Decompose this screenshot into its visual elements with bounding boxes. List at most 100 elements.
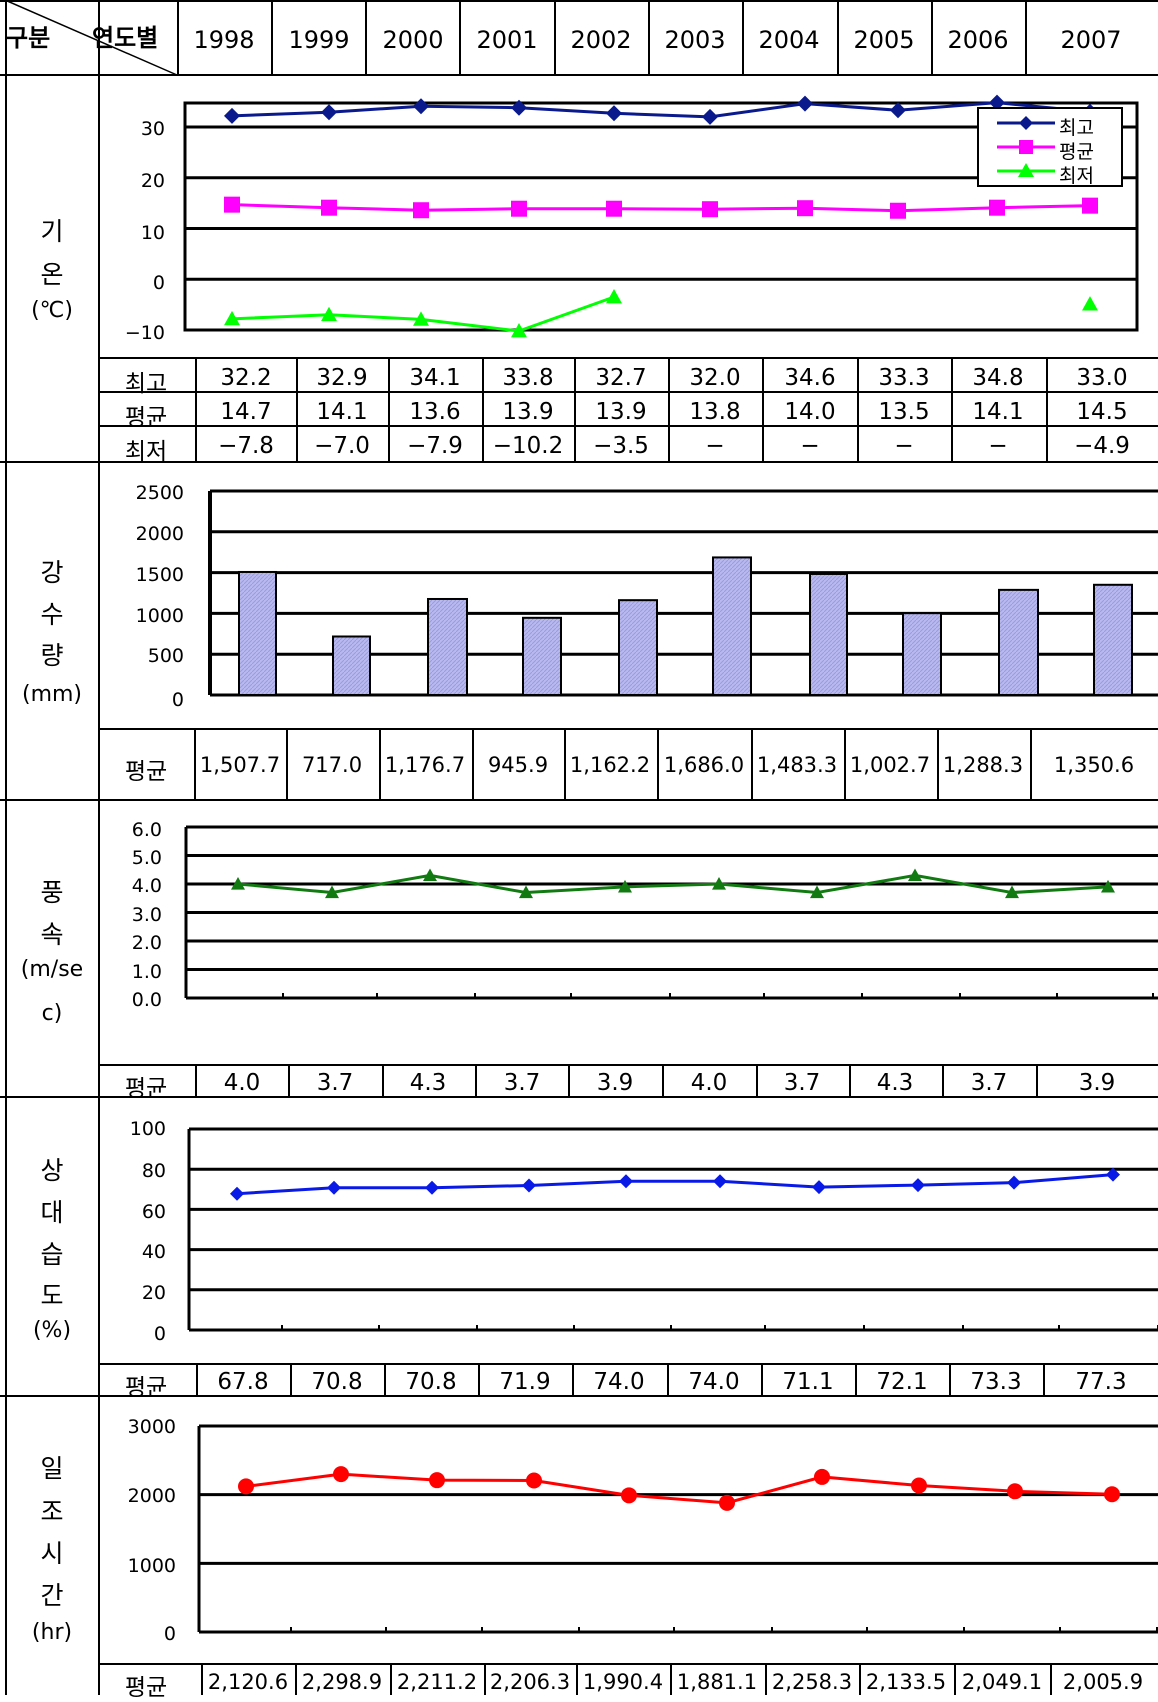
year-header: 2004 xyxy=(758,26,820,54)
table-cell: 70.8 xyxy=(311,1369,363,1395)
category-char: 시 xyxy=(40,1539,64,1568)
table-cell: −7.8 xyxy=(218,433,274,459)
category-unit: (mm) xyxy=(21,682,83,707)
y-tick-label: 6.0 xyxy=(131,819,162,841)
y-tick-label: 60 xyxy=(141,1201,166,1223)
y-tick-label: 1.0 xyxy=(131,961,162,983)
table-cell: 2,211.2 xyxy=(396,1670,478,1694)
data-point xyxy=(321,306,337,322)
table-cell: 945.9 xyxy=(487,753,549,777)
row-label: 최저 xyxy=(124,439,168,465)
legend-label: 최고 xyxy=(1059,117,1094,139)
y-tick-label: 80 xyxy=(141,1160,166,1182)
table-cell: 33.0 xyxy=(1076,365,1128,391)
data-point xyxy=(1106,1167,1120,1182)
table-cell: 14.1 xyxy=(972,399,1024,425)
table-cell: 1,350.6 xyxy=(1053,753,1135,777)
table-cell: 717.0 xyxy=(301,753,363,777)
table-cell: 4.0 xyxy=(690,1070,728,1096)
y-tick-label: 1000 xyxy=(135,605,184,627)
data-point xyxy=(327,1180,341,1195)
category-unit: (%) xyxy=(32,1318,72,1343)
table-cell: 3.9 xyxy=(596,1070,634,1096)
row-label: 최고 xyxy=(124,371,168,397)
corner-label-year: 연도별 xyxy=(92,24,159,52)
legend-label: 최저 xyxy=(1059,165,1094,187)
table-cell: −7.9 xyxy=(407,433,463,459)
table-cell: − xyxy=(894,433,914,459)
data-point xyxy=(989,94,1005,111)
data-point xyxy=(810,885,824,899)
table-cell: 2,049.1 xyxy=(961,1670,1043,1694)
data-point xyxy=(321,199,337,216)
table-cell: 34.6 xyxy=(784,365,836,391)
table-cell: 32.2 xyxy=(220,365,272,391)
table-cell: 33.3 xyxy=(878,365,930,391)
table-cell: 74.0 xyxy=(593,1369,645,1395)
data-point xyxy=(333,1466,349,1483)
table-cell: 1,002.7 xyxy=(849,753,931,777)
table-cell: 1,162.2 xyxy=(569,753,651,777)
table-cell: 13.6 xyxy=(409,399,461,425)
y-tick-label: 0 xyxy=(163,1623,176,1645)
data-point xyxy=(425,1180,439,1195)
data-point xyxy=(712,877,726,890)
data-point xyxy=(890,202,906,219)
table-cell: 67.8 xyxy=(217,1369,269,1395)
table-cell: 2,298.9 xyxy=(301,1670,383,1694)
table-cell: 32.9 xyxy=(316,365,368,391)
table-cell: 1,176.7 xyxy=(384,753,466,777)
table-cell: 73.3 xyxy=(970,1369,1022,1395)
table-cell: 13.5 xyxy=(878,399,930,425)
table-cell: 71.9 xyxy=(499,1369,551,1395)
data-point xyxy=(911,1477,927,1494)
table-cell: 3.7 xyxy=(316,1070,354,1096)
data-point xyxy=(1082,197,1098,214)
data-point xyxy=(413,202,429,219)
y-tick-label: 0 xyxy=(171,689,184,711)
table-cell: 70.8 xyxy=(405,1369,457,1395)
table-cell: − xyxy=(705,433,725,459)
table-cell: 32.7 xyxy=(595,365,647,391)
data-point xyxy=(713,1174,727,1189)
legend-swatch-max xyxy=(997,116,1055,130)
year-header: 2000 xyxy=(382,26,444,54)
data-point xyxy=(224,107,240,124)
data-point xyxy=(511,200,527,217)
table-cell: 1,483.3 xyxy=(756,753,838,777)
category-unit: c) xyxy=(41,1001,63,1026)
data-point xyxy=(224,196,240,213)
row-label: 평균 xyxy=(124,1675,168,1701)
y-tick-label: 1000 xyxy=(127,1555,176,1577)
table-cell: 1,990.4 xyxy=(582,1670,664,1694)
row-label: 평균 xyxy=(124,1375,168,1401)
table-cell: 2,206.3 xyxy=(489,1670,571,1694)
legend-swatch-mean xyxy=(997,140,1055,154)
table-cell: 14.7 xyxy=(220,399,272,425)
table-cell: 2,133.5 xyxy=(865,1670,947,1694)
data-point xyxy=(702,108,718,125)
row-label: 평균 xyxy=(124,759,168,785)
data-point xyxy=(1005,885,1019,899)
y-tick-label: 4.0 xyxy=(131,875,162,897)
data-point xyxy=(814,1468,830,1485)
table-cell: 1,881.1 xyxy=(676,1670,758,1694)
category-char: 온 xyxy=(40,260,64,289)
table-cell: 72.1 xyxy=(876,1369,928,1395)
year-header: 2005 xyxy=(853,26,915,54)
data-point xyxy=(238,1478,254,1495)
bar xyxy=(427,597,468,696)
series-line xyxy=(231,101,1091,119)
corner-label-category: 구분 xyxy=(6,24,51,52)
data-point xyxy=(1007,1483,1023,1500)
category-char: 상 xyxy=(40,1156,64,1185)
category-unit: (℃) xyxy=(31,298,73,323)
table-cell: 32.0 xyxy=(689,365,741,391)
table-cell: 1,686.0 xyxy=(663,753,745,777)
table-cell: 13.8 xyxy=(689,399,741,425)
data-point xyxy=(908,868,922,882)
y-tick-label: 2.0 xyxy=(131,932,162,954)
